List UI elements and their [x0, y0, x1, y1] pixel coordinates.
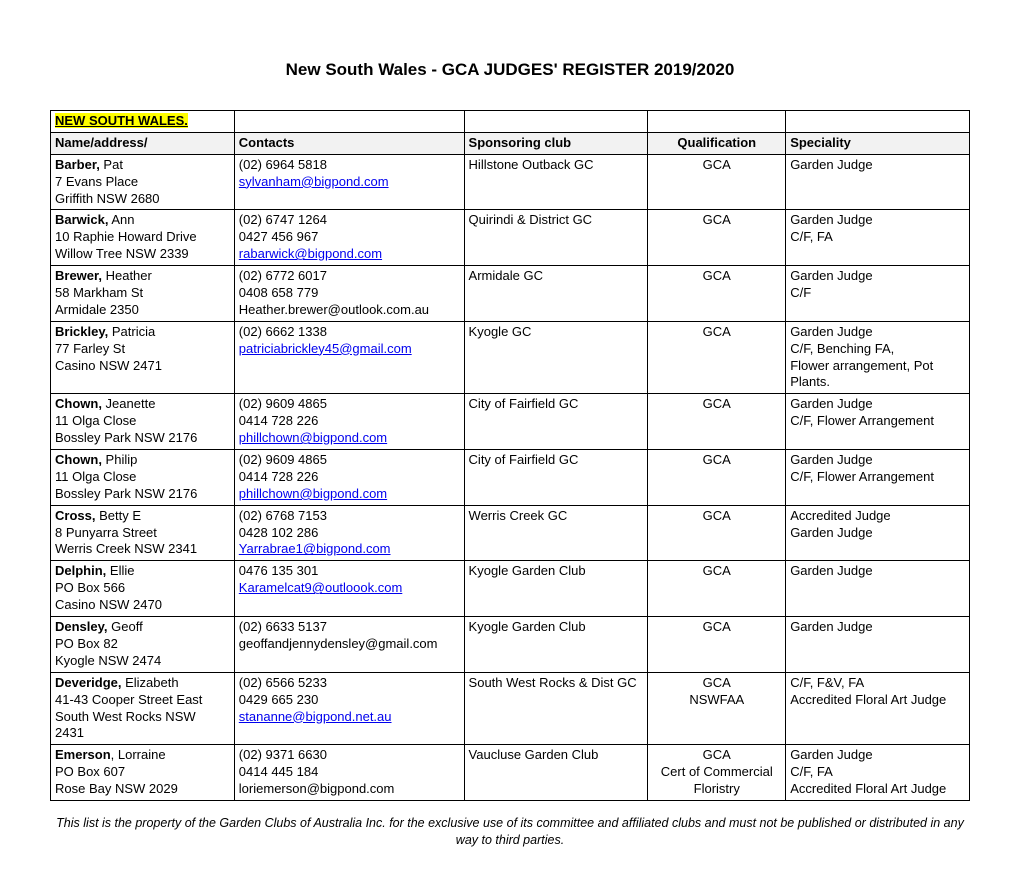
sponsoring-club: Kyogle Garden Club [464, 617, 648, 673]
email-link[interactable]: phillchown@bigpond.com [239, 486, 387, 501]
table-row: Chown, Philip11 Olga CloseBossley Park N… [51, 450, 970, 506]
email-link[interactable]: patriciabrickley45@gmail.com [239, 341, 412, 356]
contacts: (02) 9609 48650414 728 226phillchown@big… [234, 394, 464, 450]
speciality: Garden Judge [786, 154, 970, 210]
contacts: (02) 6772 60170408 658 779Heather.brewer… [234, 266, 464, 322]
name-address: Barwick, Ann10 Raphie Howard DriveWillow… [51, 210, 235, 266]
header-row: Name/address/ Contacts Sponsoring club Q… [51, 132, 970, 154]
email-link[interactable]: Yarrabrae1@bigpond.com [239, 541, 391, 556]
speciality: C/F, F&V, FAAccredited Floral Art Judge [786, 672, 970, 745]
qualification: GCA [648, 154, 786, 210]
table-row: Delphin, ElliePO Box 566Casino NSW 24700… [51, 561, 970, 617]
qualification: GCA [648, 266, 786, 322]
col-name: Name/address/ [51, 132, 235, 154]
contacts: (02) 6566 52330429 665 230stananne@bigpo… [234, 672, 464, 745]
col-club: Sponsoring club [464, 132, 648, 154]
footer-note: This list is the property of the Garden … [50, 815, 970, 849]
col-spec: Speciality [786, 132, 970, 154]
qualification: GCA [648, 394, 786, 450]
name-address: Brickley, Patricia77 Farley StCasino NSW… [51, 321, 235, 394]
qualification: GCA [648, 450, 786, 506]
sponsoring-club: South West Rocks & Dist GC [464, 672, 648, 745]
table-row: Cross, Betty E8 Punyarra StreetWerris Cr… [51, 505, 970, 561]
qualification: GCANSWFAA [648, 672, 786, 745]
speciality: Garden JudgeC/F, FA [786, 210, 970, 266]
name-address: Emerson, LorrainePO Box 607Rose Bay NSW … [51, 745, 235, 801]
sponsoring-club: City of Fairfield GC [464, 450, 648, 506]
qualification: GCA [648, 617, 786, 673]
name-address: Barber, Pat7 Evans PlaceGriffith NSW 268… [51, 154, 235, 210]
email-link[interactable]: phillchown@bigpond.com [239, 430, 387, 445]
speciality: Garden Judge [786, 617, 970, 673]
col-qual: Qualification [648, 132, 786, 154]
name-address: Chown, Philip11 Olga CloseBossley Park N… [51, 450, 235, 506]
table-row: Barwick, Ann10 Raphie Howard DriveWillow… [51, 210, 970, 266]
sponsoring-club: Werris Creek GC [464, 505, 648, 561]
table-row: Deveridge, Elizabeth41-43 Cooper Street … [51, 672, 970, 745]
qualification: GCA [648, 561, 786, 617]
name-address: Delphin, ElliePO Box 566Casino NSW 2470 [51, 561, 235, 617]
region-row: NEW SOUTH WALES. [51, 111, 970, 133]
table-row: Brewer, Heather58 Markham StArmidale 235… [51, 266, 970, 322]
table-row: Densley, GeoffPO Box 82Kyogle NSW 2474(0… [51, 617, 970, 673]
qualification: GCA [648, 321, 786, 394]
name-address: Cross, Betty E8 Punyarra StreetWerris Cr… [51, 505, 235, 561]
page-title: New South Wales - GCA JUDGES' REGISTER 2… [50, 60, 970, 80]
sponsoring-club: Kyogle GC [464, 321, 648, 394]
contacts: 0476 135 301Karamelcat9@outloook.com [234, 561, 464, 617]
table-row: Barber, Pat7 Evans PlaceGriffith NSW 268… [51, 154, 970, 210]
contacts: (02) 6633 5137geoffandjennydensley@gmail… [234, 617, 464, 673]
contacts: (02) 9609 48650414 728 226phillchown@big… [234, 450, 464, 506]
email-link[interactable]: rabarwick@bigpond.com [239, 246, 382, 261]
email-link[interactable]: stananne@bigpond.net.au [239, 709, 392, 724]
speciality: Garden JudgeC/F, FAAccredited Floral Art… [786, 745, 970, 801]
judges-table: NEW SOUTH WALES. Name/address/ Contacts … [50, 110, 970, 801]
contacts: (02) 6964 5818sylvanham@bigpond.com [234, 154, 464, 210]
col-contacts: Contacts [234, 132, 464, 154]
table-row: Brickley, Patricia77 Farley StCasino NSW… [51, 321, 970, 394]
contacts: (02) 6747 12640427 456 967rabarwick@bigp… [234, 210, 464, 266]
sponsoring-club: Vaucluse Garden Club [464, 745, 648, 801]
speciality: Garden JudgeC/F [786, 266, 970, 322]
region-label: NEW SOUTH WALES. [55, 113, 188, 128]
qualification: GCA [648, 505, 786, 561]
qualification: GCACert of CommercialFloristry [648, 745, 786, 801]
contacts: (02) 6768 71530428 102 286Yarrabrae1@big… [234, 505, 464, 561]
sponsoring-club: Quirindi & District GC [464, 210, 648, 266]
contacts: (02) 9371 66300414 445 184loriemerson@bi… [234, 745, 464, 801]
sponsoring-club: Armidale GC [464, 266, 648, 322]
speciality: Accredited JudgeGarden Judge [786, 505, 970, 561]
sponsoring-club: Kyogle Garden Club [464, 561, 648, 617]
sponsoring-club: Hillstone Outback GC [464, 154, 648, 210]
email-link[interactable]: Karamelcat9@outloook.com [239, 580, 403, 595]
name-address: Brewer, Heather58 Markham StArmidale 235… [51, 266, 235, 322]
table-row: Chown, Jeanette11 Olga CloseBossley Park… [51, 394, 970, 450]
speciality: Garden Judge [786, 561, 970, 617]
table-row: Emerson, LorrainePO Box 607Rose Bay NSW … [51, 745, 970, 801]
name-address: Chown, Jeanette11 Olga CloseBossley Park… [51, 394, 235, 450]
name-address: Densley, GeoffPO Box 82Kyogle NSW 2474 [51, 617, 235, 673]
qualification: GCA [648, 210, 786, 266]
sponsoring-club: City of Fairfield GC [464, 394, 648, 450]
contacts: (02) 6662 1338patriciabrickley45@gmail.c… [234, 321, 464, 394]
speciality: Garden JudgeC/F, Flower Arrangement [786, 450, 970, 506]
email-link[interactable]: sylvanham@bigpond.com [239, 174, 389, 189]
speciality: Garden JudgeC/F, Flower Arrangement [786, 394, 970, 450]
speciality: Garden JudgeC/F, Benching FA,Flower arra… [786, 321, 970, 394]
name-address: Deveridge, Elizabeth41-43 Cooper Street … [51, 672, 235, 745]
